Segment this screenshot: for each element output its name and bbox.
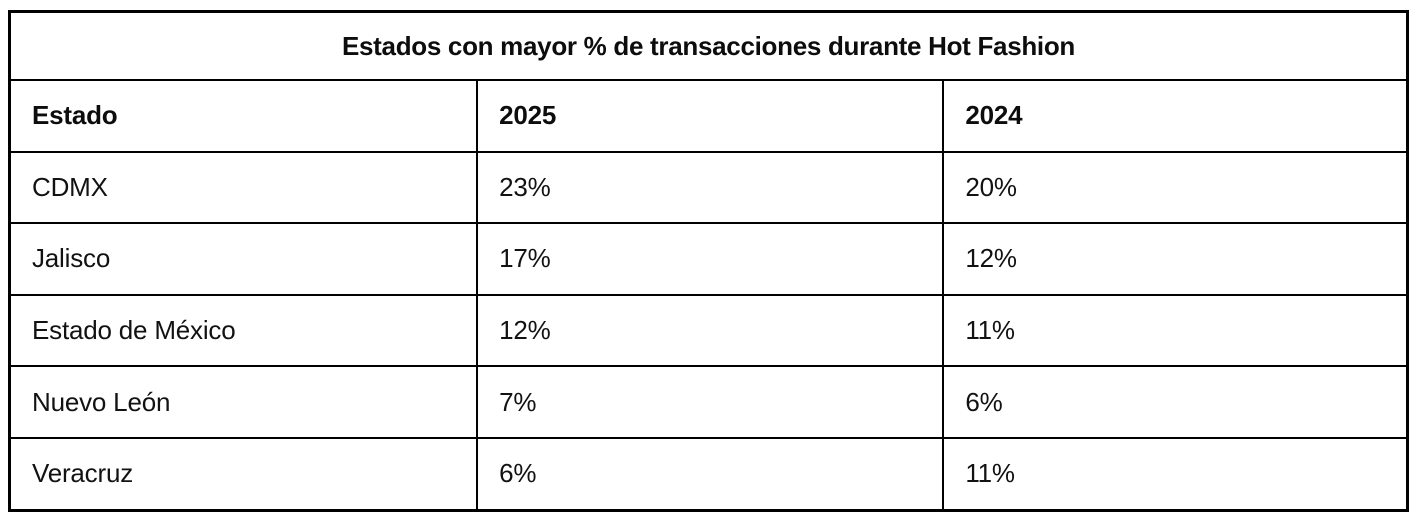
cell-state-name: Veracruz xyxy=(8,436,479,512)
cell-2025-value: 7% xyxy=(476,365,945,439)
table-row-estado-de-mexico: Estado de México 12% 11% xyxy=(8,293,1409,368)
table-title-row: Estados con mayor % de transacciones dur… xyxy=(8,10,1409,81)
cell-2025-value: 6% xyxy=(476,436,945,512)
cell-2025-value: 17% xyxy=(476,222,945,296)
table-row-nuevo-leon: Nuevo León 7% 6% xyxy=(8,365,1409,439)
table-row-jalisco: Jalisco 17% 12% xyxy=(8,222,1409,296)
cell-2024-value: 20% xyxy=(942,150,1409,225)
cell-2025-value: 23% xyxy=(476,150,945,225)
column-header-2024: 2024 xyxy=(942,79,1409,153)
cell-state-name: CDMX xyxy=(8,150,479,225)
column-header-2025: 2025 xyxy=(476,79,945,153)
cell-state-name: Estado de México xyxy=(8,293,479,368)
cell-2024-value: 6% xyxy=(942,365,1409,439)
cell-2024-value: 12% xyxy=(942,222,1409,296)
cell-2025-value: 12% xyxy=(476,293,945,368)
table-header-row: Estado 2025 2024 xyxy=(8,79,1409,153)
cell-state-name: Jalisco xyxy=(8,222,479,296)
cell-state-name: Nuevo León xyxy=(8,365,479,439)
table-row-cdmx: CDMX 23% 20% xyxy=(8,150,1409,225)
cell-2024-value: 11% xyxy=(942,436,1409,512)
transactions-by-state-table: Estados con mayor % de transacciones dur… xyxy=(8,10,1409,512)
column-header-estado: Estado xyxy=(8,79,479,153)
table-row-veracruz: Veracruz 6% 11% xyxy=(8,436,1409,512)
cell-2024-value: 11% xyxy=(942,293,1409,368)
table-title: Estados con mayor % de transacciones dur… xyxy=(8,10,1409,81)
